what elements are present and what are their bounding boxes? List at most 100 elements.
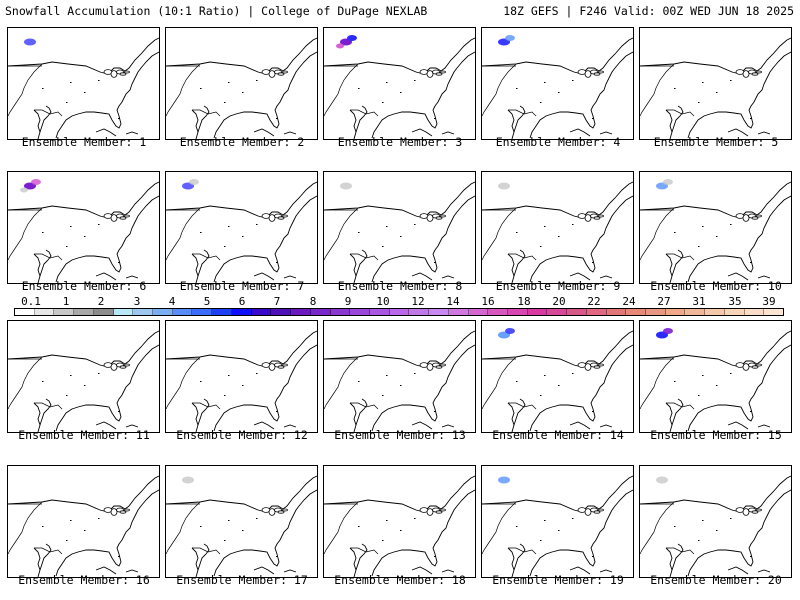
colorbar-tick-label: 35 — [728, 295, 742, 308]
inland-lake — [592, 556, 594, 557]
great-lake — [277, 510, 285, 514]
great-lake — [119, 216, 127, 220]
great-lake — [584, 70, 592, 78]
inland-lake — [200, 88, 202, 89]
conus-basemap — [324, 475, 475, 577]
great-lake — [598, 214, 604, 218]
ensemble-member-map — [481, 320, 634, 433]
colorbar-swatch — [705, 309, 725, 315]
inland-lake — [42, 381, 44, 382]
ensemble-member-label: Ensemble Member: 13 — [334, 428, 466, 442]
inland-lake — [382, 395, 384, 396]
national-border — [640, 356, 695, 410]
colorbar-swatch — [310, 309, 331, 315]
ensemble-member-label: Ensemble Member: 11 — [18, 428, 150, 442]
inland-lake — [730, 373, 732, 374]
inland-lake — [414, 373, 416, 374]
inland-lake — [70, 226, 72, 227]
ensemble-member-map — [481, 27, 634, 140]
ensemble-member-label: Ensemble Member: 8 — [337, 279, 463, 293]
conus-basemap — [640, 328, 791, 432]
great-lake — [110, 363, 118, 371]
conus-basemap — [8, 330, 159, 432]
run-valid-time: 18Z GEFS | F246 Valid: 00Z WED JUN 18 20… — [503, 4, 794, 18]
inland-lake — [118, 556, 120, 557]
colorbar-tick-label: 22 — [587, 295, 601, 308]
inland-lake — [228, 375, 230, 376]
ensemble-member-label: Ensemble Member: 17 — [176, 573, 308, 587]
colorbar-swatch — [547, 309, 568, 315]
colorbar-tick-label: 20 — [552, 295, 566, 308]
national-border — [8, 356, 63, 410]
ensemble-member-label: Ensemble Member: 3 — [337, 135, 463, 149]
inland-lake — [544, 520, 546, 521]
inland-lake — [66, 540, 68, 541]
snowfall-colorbar — [14, 308, 784, 316]
conus-basemap — [482, 181, 633, 283]
colorbar-swatch — [527, 309, 548, 315]
colorbar-swatch — [113, 309, 134, 315]
inland-lake — [42, 232, 44, 233]
inland-lake — [358, 526, 360, 527]
inland-lake — [358, 381, 360, 382]
snowfall-area — [505, 35, 515, 41]
colorbar-tick-label: 27 — [657, 295, 671, 308]
conus-basemap — [482, 475, 633, 577]
inland-lake — [242, 92, 244, 93]
coastline — [324, 37, 475, 139]
conus-basemap — [324, 35, 475, 139]
snowfall-area — [498, 476, 510, 484]
great-lake — [440, 70, 446, 74]
great-lake — [598, 508, 604, 512]
great-lake — [277, 72, 285, 76]
inland-lake — [386, 226, 388, 227]
colorbar-tick-label: 0.1 — [21, 295, 41, 308]
coastline — [640, 475, 791, 577]
great-lake — [756, 508, 762, 512]
inland-lake — [358, 232, 360, 233]
colorbar-swatch — [744, 309, 765, 315]
conus-basemap — [640, 179, 791, 283]
colorbar-swatch — [626, 309, 646, 315]
inland-lake — [386, 375, 388, 376]
colorbar-swatch — [369, 309, 390, 315]
national-border — [166, 501, 221, 555]
inland-lake — [42, 88, 44, 89]
coastline — [482, 181, 633, 283]
coastline — [482, 330, 633, 432]
inland-lake — [400, 530, 402, 531]
ensemble-member-label: Ensemble Member: 16 — [18, 573, 150, 587]
inland-lake — [386, 82, 388, 83]
great-lake — [742, 214, 750, 222]
great-lake — [756, 363, 762, 367]
ensemble-member-label: Ensemble Member: 7 — [179, 279, 305, 293]
inland-lake — [66, 395, 68, 396]
great-lake — [110, 70, 118, 78]
inland-lake — [516, 232, 518, 233]
ensemble-member-label: Ensemble Member: 19 — [492, 573, 624, 587]
colorbar-tick-label: 9 — [344, 295, 352, 308]
inland-lake — [434, 118, 436, 119]
inland-lake — [118, 262, 120, 263]
great-lake — [119, 510, 127, 514]
inland-lake — [42, 526, 44, 527]
great-lake — [426, 363, 434, 371]
great-lake — [282, 508, 288, 512]
great-lake — [584, 363, 592, 371]
great-lake — [435, 72, 443, 76]
ensemble-member-map — [323, 465, 476, 578]
great-lake — [124, 214, 130, 218]
ensemble-member-map — [165, 171, 318, 284]
inland-lake — [540, 540, 542, 541]
inland-lake — [382, 246, 384, 247]
inland-lake — [730, 224, 732, 225]
conus-basemap — [482, 35, 633, 139]
colorbar-swatch — [291, 309, 311, 315]
conus-basemap — [166, 179, 317, 283]
snowfall-area — [340, 182, 352, 190]
great-lake — [268, 214, 276, 222]
inland-lake — [674, 526, 676, 527]
ensemble-member-label: Ensemble Member: 2 — [179, 135, 305, 149]
inland-lake — [414, 80, 416, 81]
colorbar-tick-label: 12 — [411, 295, 425, 308]
